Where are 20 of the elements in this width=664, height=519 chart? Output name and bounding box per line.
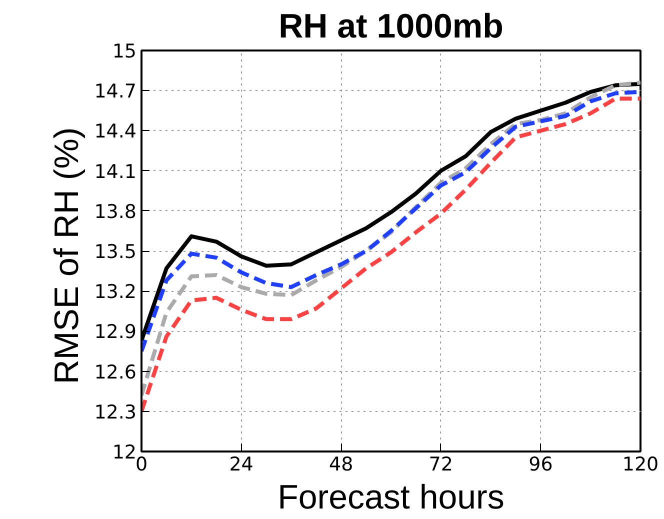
y-tick-label: 13.2 xyxy=(94,281,137,304)
x-axis-title: Forecast hours xyxy=(278,478,504,516)
chart-title: RH at 1000mb xyxy=(278,8,504,46)
y-tick-label: 14.1 xyxy=(94,160,137,183)
y-axis-title: RMSE of RH (%) xyxy=(48,127,86,384)
x-tick-label: 120 xyxy=(622,454,659,476)
y-tick-label: 14.4 xyxy=(94,120,137,143)
y-tick-label: 13.5 xyxy=(94,241,137,263)
x-tick-label: 0 xyxy=(135,454,148,476)
x-tick-label: 24 xyxy=(229,454,254,476)
y-tick-label: 12.6 xyxy=(94,361,137,384)
x-tick-label: 48 xyxy=(329,454,354,476)
y-tick-label: 13.8 xyxy=(94,200,137,223)
y-tick-label: 12.3 xyxy=(94,401,137,424)
x-tick-label: 96 xyxy=(528,454,553,476)
y-tick-label: 15 xyxy=(112,40,137,62)
x-tick-label: 72 xyxy=(428,454,453,476)
y-tick-label: 12.9 xyxy=(94,321,137,344)
y-tick-label: 12 xyxy=(112,442,137,464)
y-tick-label: 14.7 xyxy=(94,80,137,103)
